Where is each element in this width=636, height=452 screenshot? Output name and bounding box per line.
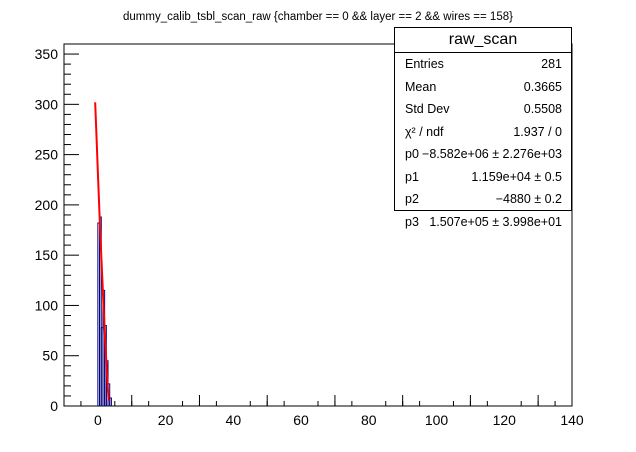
- stats-box-title: raw_scan: [395, 28, 571, 53]
- stats-row-p3: p3 1.507e+05 ± 3.998e+01: [395, 211, 571, 234]
- y-tick-label: 50: [42, 348, 58, 364]
- stats-row-std-dev: Std Dev 0.5508: [395, 98, 571, 121]
- stats-label: χ² / ndf: [405, 124, 444, 139]
- stats-row-entries: Entries 281: [395, 53, 571, 76]
- y-tick-label: 250: [35, 147, 59, 163]
- x-tick-label: 120: [493, 412, 517, 428]
- stats-row-p1: p1 1.159e+04 ± 0.5: [395, 166, 571, 189]
- stats-label: Mean: [405, 79, 437, 94]
- x-tick-label: 0: [94, 412, 102, 428]
- x-tick-label: 60: [293, 412, 309, 428]
- y-tick-label: 150: [35, 247, 59, 263]
- stats-box: raw_scan Entries 281 Mean 0.3665 Std Dev…: [394, 27, 572, 229]
- stats-label: p3: [405, 214, 419, 229]
- stats-value: −8.582e+06 ± 2.276e+03: [422, 147, 562, 162]
- y-tick-label: 350: [35, 46, 59, 62]
- x-tick-label: 140: [560, 412, 584, 428]
- x-tick-label: 40: [226, 412, 242, 428]
- stats-label: Entries: [405, 57, 444, 72]
- stats-value: 1.159e+04 ± 0.5: [471, 169, 562, 184]
- stats-label: Std Dev: [405, 102, 450, 117]
- x-tick-label: 100: [425, 412, 449, 428]
- y-tick-label: 100: [35, 297, 59, 313]
- stats-label: p1: [405, 169, 419, 184]
- stats-value: 1.937 / 0: [513, 124, 562, 139]
- x-tick-label: 80: [361, 412, 377, 428]
- stats-value: 1.507e+05 ± 3.998e+01: [429, 214, 562, 229]
- x-tick-label: 20: [158, 412, 174, 428]
- stats-value: −4880 ± 0.2: [495, 192, 562, 207]
- stats-value: 0.5508: [523, 102, 562, 117]
- y-tick-label: 200: [35, 197, 59, 213]
- y-tick-label: 300: [35, 96, 59, 112]
- stats-row-chi2-ndf: χ² / ndf 1.937 / 0: [395, 121, 571, 144]
- plot-area: 0 20 40 60 80 100 120 140 0 50 100 150 200 250 300 350: [35, 43, 584, 428]
- stats-row-mean: Mean 0.3665: [395, 76, 571, 99]
- stats-value: 281: [541, 57, 562, 72]
- stats-row-p0: p0 −8.582e+06 ± 2.276e+03: [395, 143, 571, 166]
- histogram-bin: [109, 397, 112, 406]
- y-tick-label: 0: [50, 398, 58, 414]
- stats-value: 0.3665: [523, 79, 562, 94]
- chart-title: dummy_calib_tsbl_scan_raw {chamber == 0 …: [123, 11, 513, 23]
- fit-curve: [94, 102, 110, 402]
- stats-label: p0: [405, 147, 419, 162]
- stats-row-p2: p2 −4880 ± 0.2: [395, 188, 571, 211]
- stats-label: p2: [405, 192, 419, 207]
